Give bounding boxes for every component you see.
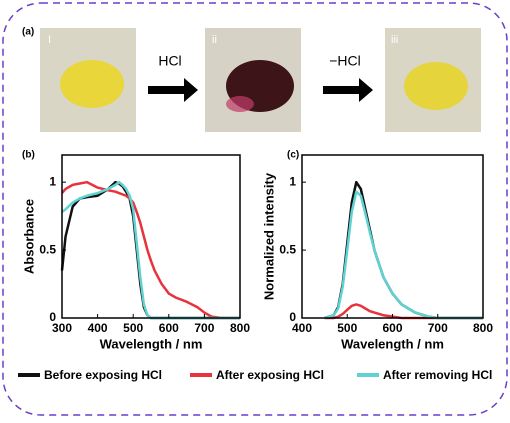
y-axis-label: Absorbance <box>21 199 36 274</box>
x-tick-label: 300 <box>52 321 72 335</box>
x-tick-label: 600 <box>382 321 402 335</box>
x-tick-label: 700 <box>194 321 214 335</box>
y-tick-label: 1 <box>289 174 296 188</box>
photo-label: iii <box>391 34 398 46</box>
series-line <box>60 180 240 320</box>
powder <box>226 96 254 112</box>
photo-label: ii <box>212 34 217 46</box>
powder <box>60 60 124 108</box>
panel-label: (c) <box>287 150 299 161</box>
arrow <box>148 78 198 102</box>
legend-label: Before exposing HCl <box>44 368 162 382</box>
frame <box>2 2 508 416</box>
y-tick-label: 0.5 <box>39 242 56 256</box>
panel-label: (a) <box>22 27 34 38</box>
arrow-label: −HCl <box>329 53 361 69</box>
series-line <box>61 180 240 320</box>
x-tick-label: 500 <box>123 321 143 335</box>
x-axis-label: Wavelength / nm <box>341 336 444 351</box>
powder <box>404 62 468 110</box>
y-tick-label: 0 <box>289 310 296 324</box>
arrow-label: HCl <box>158 53 181 69</box>
photo-label: I <box>48 34 51 46</box>
series-line <box>61 180 240 320</box>
x-tick-label: 500 <box>337 321 357 335</box>
x-tick-label: 800 <box>230 321 250 335</box>
x-tick-label: 700 <box>428 321 448 335</box>
x-axis-label: Wavelength / nm <box>100 336 203 351</box>
x-tick-label: 400 <box>292 321 312 335</box>
y-tick-label: 0 <box>49 310 56 324</box>
legend-label: After removing HCl <box>383 368 492 382</box>
y-tick-label: 0.5 <box>279 242 296 256</box>
series-line <box>324 190 483 320</box>
y-tick-label: 1 <box>49 174 56 188</box>
arrow <box>323 78 373 102</box>
legend-label: After exposing HCl <box>216 368 324 382</box>
x-tick-label: 800 <box>473 321 493 335</box>
y-axis-label: Normalized intensity <box>261 172 276 300</box>
x-tick-label: 600 <box>159 321 179 335</box>
panel-label: (b) <box>22 150 35 161</box>
plot-frame <box>61 154 241 319</box>
x-tick-label: 400 <box>88 321 108 335</box>
